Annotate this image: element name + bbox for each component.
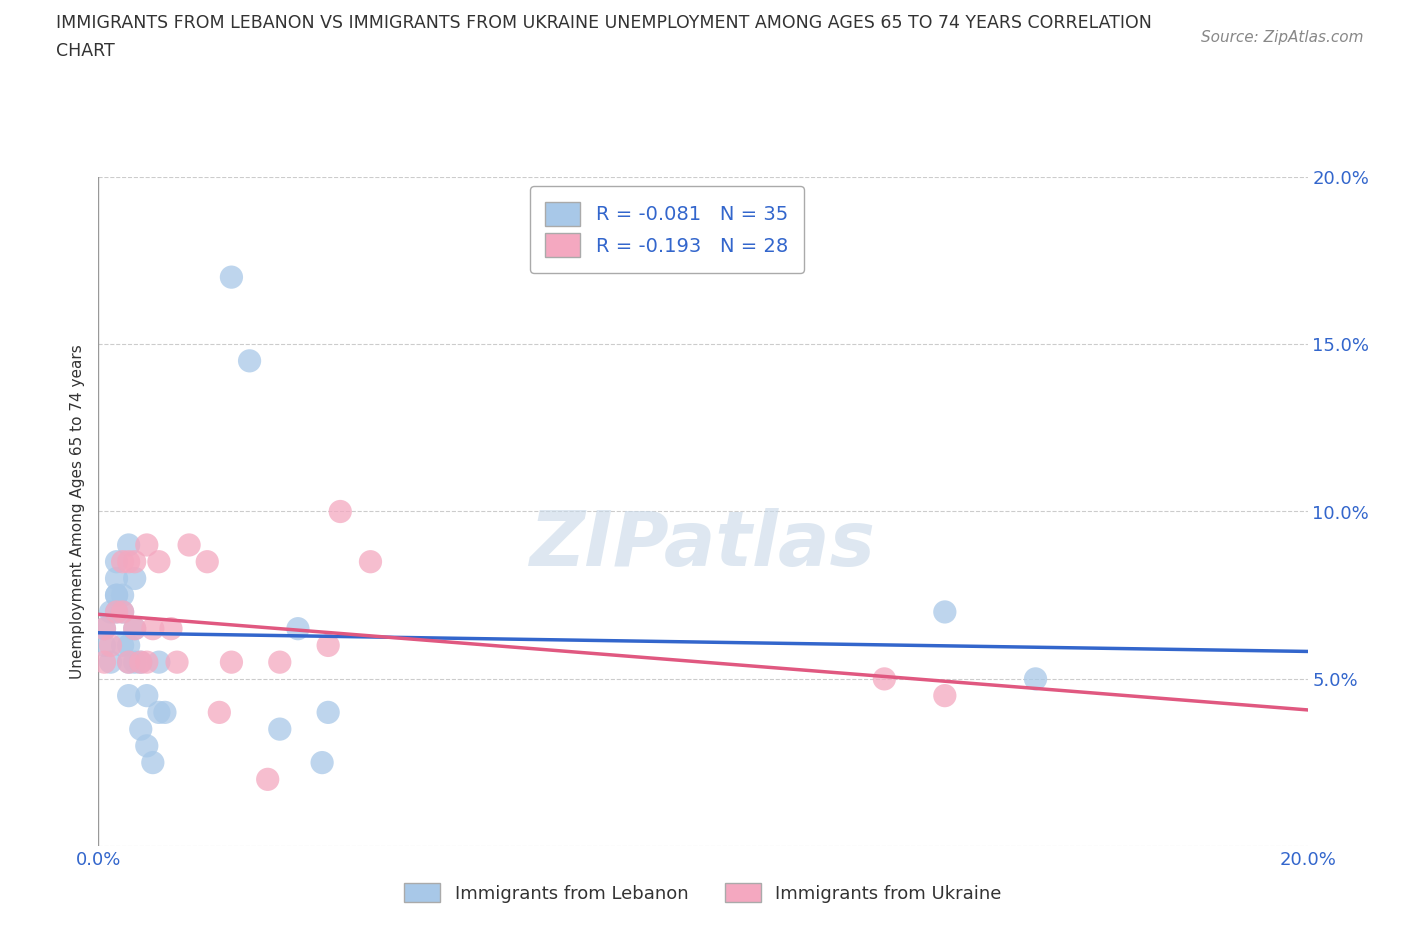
Point [195,554,218,569]
Point [934,604,956,619]
Point [287,621,309,636]
Point [148,554,170,569]
Point [148,705,170,720]
Point [129,655,152,670]
Point [118,655,141,670]
Legend: Immigrants from Lebanon, Immigrants from Ukraine: Immigrants from Lebanon, Immigrants from… [395,874,1011,911]
Point [111,604,134,619]
Point [148,655,170,670]
Point [100,604,122,619]
Point [166,655,188,670]
Point [93,655,115,670]
Point [100,638,122,653]
Point [311,755,333,770]
Text: ZIPatlas: ZIPatlas [530,508,876,582]
Point [316,638,339,653]
Point [124,571,146,586]
Point [111,604,134,619]
Point [135,688,157,703]
Point [111,554,134,569]
Point [873,671,896,686]
Point [360,554,382,569]
Point [118,554,141,569]
Point [269,722,291,737]
Point [111,638,134,653]
Point [142,621,165,636]
Point [221,655,243,670]
Point [208,705,231,720]
Text: CHART: CHART [56,42,115,60]
Point [142,755,165,770]
Legend: R = -0.081   N = 35, R = -0.193   N = 28: R = -0.081 N = 35, R = -0.193 N = 28 [530,186,804,272]
Point [135,655,157,670]
Point [100,655,122,670]
Text: IMMIGRANTS FROM LEBANON VS IMMIGRANTS FROM UKRAINE UNEMPLOYMENT AMONG AGES 65 TO: IMMIGRANTS FROM LEBANON VS IMMIGRANTS FR… [56,14,1152,32]
Point [1024,671,1046,686]
Point [105,604,128,619]
Point [124,655,146,670]
Point [239,353,262,368]
Point [93,621,115,636]
Point [105,588,128,603]
Y-axis label: Unemployment Among Ages 65 to 74 years: Unemployment Among Ages 65 to 74 years [69,344,84,679]
Point [129,722,152,737]
Point [160,621,183,636]
Point [105,571,128,586]
Point [105,588,128,603]
Point [93,621,115,636]
Point [124,621,146,636]
Point [118,688,141,703]
Point [105,604,128,619]
Point [118,538,141,552]
Point [124,554,146,569]
Point [118,655,141,670]
Point [177,538,201,552]
Text: Source: ZipAtlas.com: Source: ZipAtlas.com [1201,30,1364,45]
Point [111,588,134,603]
Point [221,270,243,285]
Point [135,538,157,552]
Point [934,688,956,703]
Point [269,655,291,670]
Point [316,705,339,720]
Point [124,621,146,636]
Point [153,705,176,720]
Point [129,655,152,670]
Point [135,738,157,753]
Point [105,554,128,569]
Point [118,638,141,653]
Point [329,504,352,519]
Point [93,638,115,653]
Point [256,772,278,787]
